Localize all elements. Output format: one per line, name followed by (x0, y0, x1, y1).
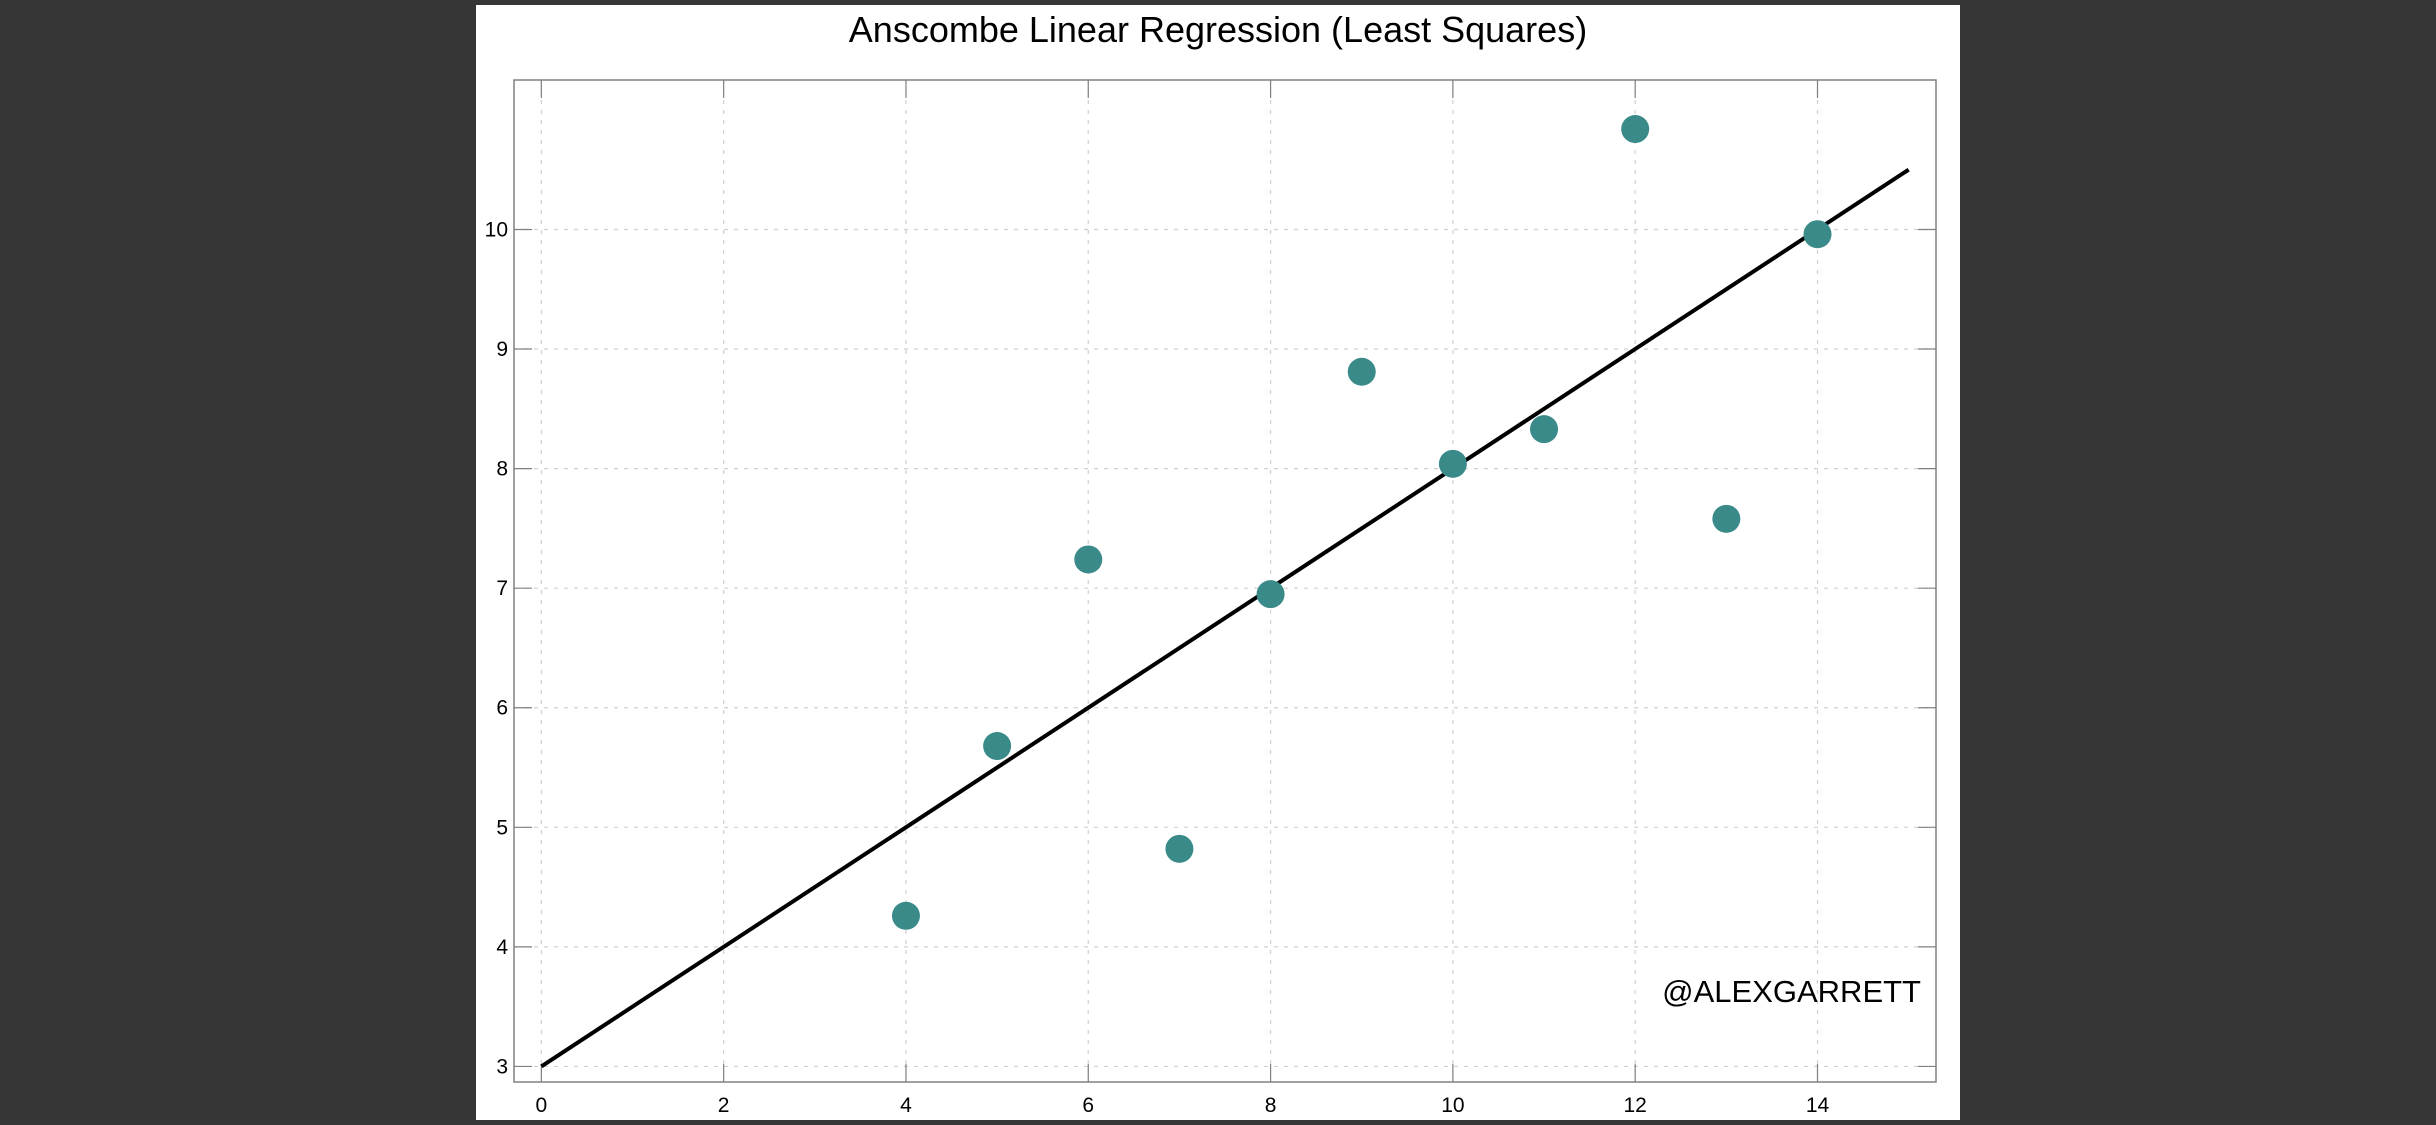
points-layer (891, 115, 1832, 930)
y-tick-label: 3 (496, 1055, 508, 1078)
x-tick-label: 8 (1265, 1094, 1277, 1117)
y-tick-label: 8 (496, 458, 508, 481)
y-tick-label: 5 (496, 816, 508, 839)
x-tick-label: 0 (536, 1094, 548, 1117)
data-point (1803, 220, 1832, 249)
x-tick-label: 4 (900, 1094, 912, 1117)
regression-line (540, 168, 1910, 1069)
data-point (1347, 357, 1376, 386)
plot-frame (513, 79, 1937, 1083)
tick-labels-layer: 0 2 4 6 8 10 12 14 3 4 5 6 7 8 9 10 (485, 218, 1830, 1117)
x-tick-label: 14 (1806, 1094, 1830, 1117)
x-tick-label: 2 (718, 1094, 730, 1117)
data-point (1256, 580, 1285, 609)
grid-layer (514, 80, 1936, 1082)
y-tick-label: 9 (496, 338, 508, 361)
y-tick-label: 10 (485, 218, 508, 241)
scatter-plot: 0 2 4 6 8 10 12 14 3 4 5 6 7 8 9 10 @ALEXGARRETT (485, 79, 1937, 1117)
data-point (1165, 834, 1194, 863)
chart-figure: Anscombe Linear Regression (Least Square… (476, 5, 1960, 1120)
data-point (1074, 545, 1103, 574)
y-tick-label: 4 (496, 936, 508, 959)
x-tick-label: 10 (1441, 1094, 1464, 1117)
data-point (983, 732, 1012, 761)
data-point (1621, 115, 1650, 144)
data-point (1712, 504, 1741, 533)
ticks-layer (514, 80, 1936, 1082)
data-point (1438, 449, 1467, 478)
x-tick-label: 6 (1082, 1094, 1094, 1117)
y-tick-label: 7 (496, 577, 508, 600)
chart-title: Anscombe Linear Regression (Least Square… (848, 9, 1588, 50)
data-point (891, 901, 920, 930)
data-point (1530, 415, 1559, 444)
x-tick-label: 12 (1624, 1094, 1647, 1117)
y-tick-label: 6 (496, 697, 508, 720)
watermark-annotation: @ALEXGARRETT (1662, 974, 1921, 1009)
